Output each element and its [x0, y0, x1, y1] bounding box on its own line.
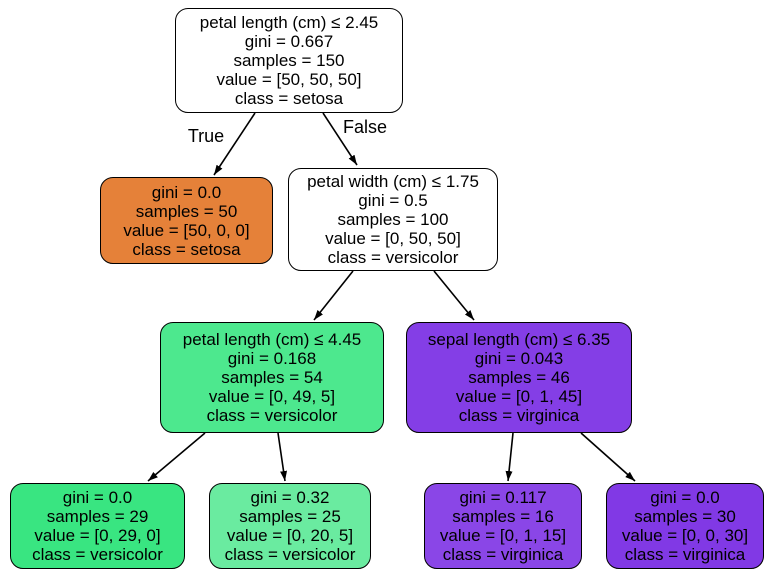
node-class: class = versicolor: [327, 248, 459, 267]
node-condition: petal length (cm) ≤ 2.45: [199, 13, 379, 32]
tree-node-virginica-leaf-pure: gini = 0.0 samples = 30 value = [0, 0, 3…: [606, 483, 764, 569]
node-gini: gini = 0.117: [459, 488, 547, 507]
node-value: value = [0, 29, 0]: [34, 526, 161, 545]
tree-node-petal-length: petal length (cm) ≤ 4.45 gini = 0.168 sa…: [160, 322, 384, 433]
node-condition: sepal length (cm) ≤ 6.35: [427, 330, 611, 349]
node-value: value = [0, 20, 5]: [226, 526, 354, 545]
node-gini: gini = 0.5: [358, 191, 428, 210]
node-samples: samples = 100: [337, 210, 449, 229]
tree-node-petal-width: petal width (cm) ≤ 1.75 gini = 0.5 sampl…: [288, 168, 498, 271]
node-class: class = setosa: [234, 89, 344, 108]
edge-label-false: False: [342, 117, 387, 137]
tree-node-versicolor-leaf-mixed: gini = 0.32 samples = 25 value = [0, 20,…: [209, 483, 371, 569]
node-class: class = versicolor: [206, 406, 338, 425]
node-gini: gini = 0.667: [244, 32, 334, 51]
node-gini: gini = 0.0: [151, 182, 222, 202]
node-condition: petal width (cm) ≤ 1.75: [307, 172, 479, 191]
node-gini: gini = 0.32: [250, 488, 330, 507]
edge-petal-length-to-versicolor-leaf-pure: [147, 432, 206, 482]
node-gini: gini = 0.0: [650, 488, 720, 507]
tree-node-virginica-leaf-mixed: gini = 0.117 samples = 16 value = [0, 1,…: [424, 483, 582, 569]
node-value: value = [0, 0, 30]: [621, 526, 749, 545]
node-samples: samples = 16: [452, 507, 554, 526]
node-class: class = versicolor: [224, 545, 356, 564]
node-samples: samples = 54: [221, 368, 323, 387]
tree-node-root: petal length (cm) ≤ 2.45 gini = 0.667 sa…: [175, 8, 403, 113]
tree-node-sepal-length: sepal length (cm) ≤ 6.35 gini = 0.043 sa…: [406, 322, 632, 433]
edge-petal-width-to-sepal-length-node: [433, 270, 475, 321]
node-class: class = virginica: [458, 406, 580, 425]
node-value: value = [0, 1, 15]: [439, 526, 567, 545]
node-class: class = virginica: [442, 545, 564, 564]
node-gini: gini = 0.043: [474, 349, 564, 368]
node-condition: petal length (cm) ≤ 4.45: [182, 330, 362, 349]
edge-label-true: True: [187, 126, 225, 146]
edge-sepal-length-to-virginica-leaf-mixed: [505, 432, 514, 482]
node-class: class = setosa: [132, 239, 241, 259]
node-value: value = [0, 50, 50]: [325, 229, 461, 248]
node-samples: samples = 25: [239, 507, 341, 526]
node-gini: gini = 0.168: [227, 349, 317, 368]
node-samples: samples = 150: [233, 51, 345, 70]
node-class: class = virginica: [624, 545, 746, 564]
node-value: value = [50, 0, 0]: [123, 220, 250, 240]
edge-petal-width-to-petal-length-node: [313, 270, 354, 321]
node-class: class = versicolor: [32, 545, 163, 564]
node-value: value = [50, 50, 50]: [216, 70, 362, 89]
node-value: value = [0, 49, 5]: [208, 387, 336, 406]
node-samples: samples = 30: [634, 507, 736, 526]
tree-node-versicolor-leaf-pure: gini = 0.0 samples = 29 value = [0, 29, …: [10, 483, 185, 569]
node-samples: samples = 46: [468, 368, 570, 387]
node-samples: samples = 29: [46, 507, 149, 526]
edge-sepal-length-to-virginica-leaf-pure: [580, 432, 636, 482]
tree-node-setosa-leaf: gini = 0.0 samples = 50 value = [50, 0, …: [100, 177, 273, 264]
edge-petal-length-to-versicolor-leaf-mixed: [277, 432, 288, 482]
node-samples: samples = 50: [135, 201, 238, 221]
node-value: value = [0, 1, 45]: [455, 387, 583, 406]
node-gini: gini = 0.0: [62, 488, 133, 507]
